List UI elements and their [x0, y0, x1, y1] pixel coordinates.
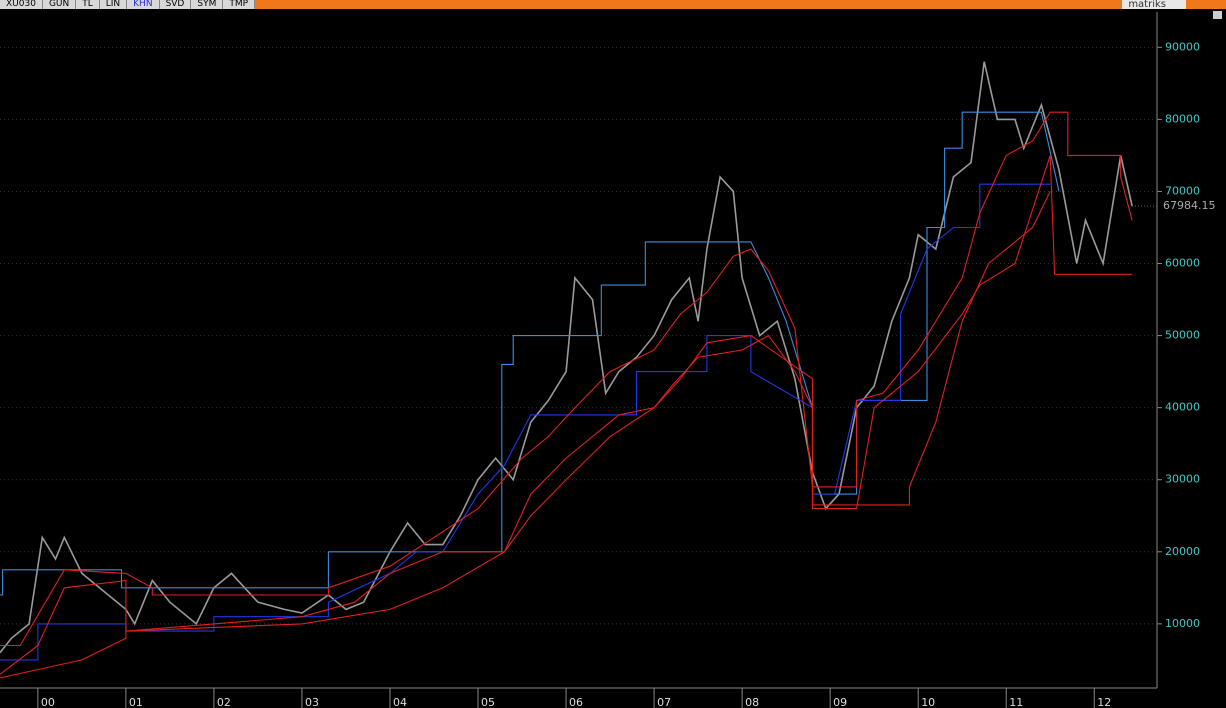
toolbar-tab[interactable]: LIN — [99, 0, 128, 9]
x-tick-label: 11 — [1009, 696, 1023, 708]
series-line — [0, 111, 1133, 647]
toolbar-tab[interactable]: SVD — [159, 0, 192, 9]
y-tick-label: 90000 — [1165, 40, 1200, 53]
y-tick-label: 70000 — [1165, 184, 1200, 197]
series-line — [0, 183, 1051, 661]
toolbar-tab[interactable]: XU030 — [0, 0, 43, 9]
y-tick-label: 60000 — [1165, 257, 1200, 270]
toolbar-tab[interactable]: TL — [76, 0, 100, 9]
brand-dropdown[interactable]: matriks — [1122, 0, 1186, 10]
last-price-label: 67984.15 — [1163, 199, 1216, 212]
series-line — [0, 191, 1051, 679]
x-tick-label: 07 — [657, 696, 671, 708]
toolbar-tab[interactable]: SYM — [191, 0, 224, 9]
y-tick-label: 50000 — [1165, 329, 1200, 342]
toolbar-tab[interactable]: TMP — [223, 0, 256, 9]
y-tick-label: 40000 — [1165, 401, 1200, 414]
window-button[interactable] — [1213, 11, 1222, 19]
x-tick-label: 03 — [305, 696, 319, 708]
x-tick-label: 08 — [745, 696, 759, 708]
toolbar-tab[interactable]: GUN — [42, 0, 77, 9]
x-tick-label: 00 — [41, 696, 55, 708]
y-tick-label: 80000 — [1165, 112, 1200, 125]
series-line — [0, 155, 1133, 675]
x-tick-label: 04 — [393, 696, 407, 708]
y-tick-label: 10000 — [1165, 617, 1200, 630]
y-tick-label: 30000 — [1165, 473, 1200, 486]
x-tick-label: 01 — [129, 696, 143, 708]
x-tick-label: 12 — [1097, 696, 1111, 708]
series-line — [0, 111, 1060, 596]
x-tick-label: 05 — [481, 696, 495, 708]
x-tick-label: 06 — [569, 696, 583, 708]
plot-area — [0, 12, 1157, 688]
toolbar: XU030 GUN TL LIN KHN SVD SYM TMP matriks — [0, 0, 1226, 10]
toolbar-tab[interactable]: KHN — [127, 0, 160, 9]
x-tick-label: 09 — [833, 696, 847, 708]
y-tick-label: 20000 — [1165, 545, 1200, 558]
series-line — [0, 61, 1133, 654]
x-tick-label: 10 — [921, 696, 935, 708]
x-tick-label: 02 — [217, 696, 231, 708]
